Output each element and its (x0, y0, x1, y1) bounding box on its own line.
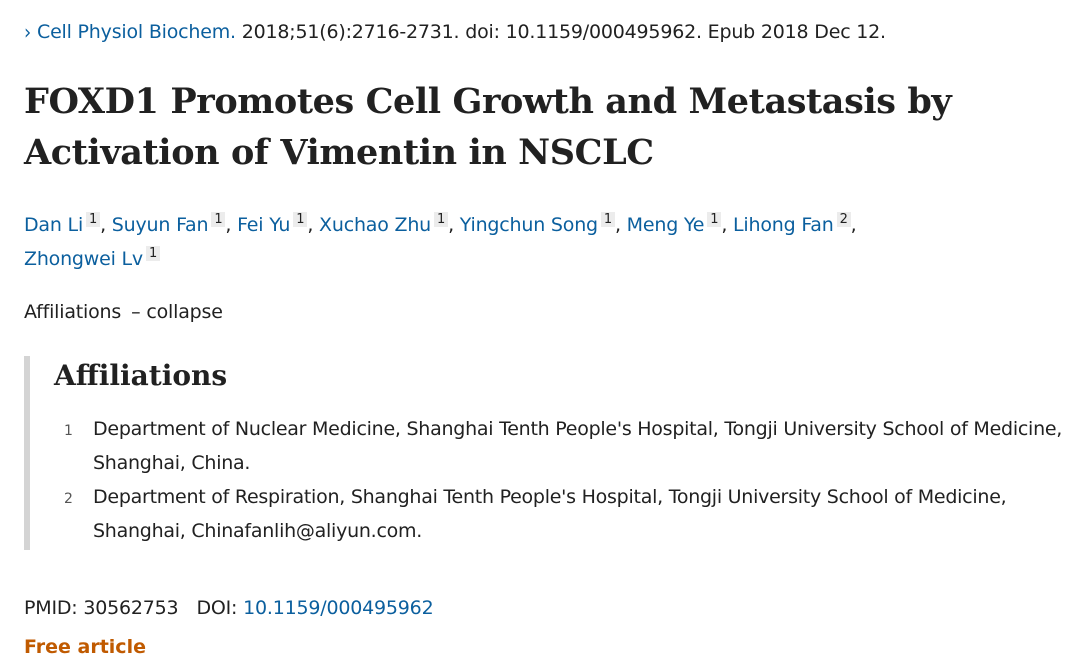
pmid-value: 30562753 (83, 597, 179, 619)
journal-link[interactable]: Cell Physiol Biochem. (37, 21, 236, 43)
affiliation-ref[interactable]: 1 (434, 212, 449, 227)
author-separator: , (721, 214, 728, 236)
citation-details: 2018;51(6):2716-2731. doi: 10.1159/00049… (235, 21, 886, 43)
chevron-right-icon[interactable]: › (24, 20, 31, 45)
author-link[interactable]: Zhongwei Lv (24, 248, 143, 270)
author-separator: , (225, 214, 232, 236)
affiliations-toggle-dash: – (131, 301, 141, 323)
affiliation-number: 2 (64, 491, 73, 507)
author-separator: , (448, 214, 454, 236)
author-link[interactable]: Lihong Fan (733, 214, 834, 236)
author-link[interactable]: Xuchao Zhu (319, 214, 432, 236)
author-link[interactable]: Meng Ye (626, 214, 705, 236)
affiliation-ref[interactable]: 2 (836, 212, 851, 227)
author-separator: , (614, 214, 621, 236)
affiliation-text: Department of Nuclear Medicine, Shanghai… (93, 418, 1063, 474)
affiliation-item: 1 Department of Nuclear Medicine, Shangh… (64, 412, 1074, 480)
affiliations-toggle-label: Affiliations (24, 301, 122, 323)
author-separator: , (307, 214, 314, 236)
affiliation-ref[interactable]: 1 (707, 212, 722, 227)
doi-label: DOI: (196, 597, 238, 619)
affiliations-panel: Affiliations 1 Department of Nuclear Med… (24, 356, 1075, 550)
affiliations-list: 1 Department of Nuclear Medicine, Shangh… (64, 412, 1074, 548)
affiliation-ref[interactable]: 1 (211, 212, 226, 227)
affiliation-item: 2 Department of Respiration, Shanghai Te… (64, 480, 1074, 548)
affiliation-number: 1 (64, 423, 73, 439)
author-separator: , (100, 214, 106, 236)
author-item: Xuchao Zhu 1, (319, 212, 454, 236)
author-link[interactable]: Yingchun Song (459, 214, 598, 236)
article-identifiers: PMID: 30562753 DOI: 10.1159/000495962 (24, 594, 434, 622)
author-item: Lihong Fan 2, (733, 212, 857, 236)
author-item: Dan Li 1, (24, 212, 106, 236)
citation-line: › Cell Physiol Biochem. 2018;51(6):2716-2… (24, 18, 886, 47)
authors-list: Dan Li 1, Suyun Fan 1, Fei Yu 1, Xuchao Zhu… (24, 208, 1064, 276)
author-item: Suyun Fan 1, (111, 212, 232, 236)
author-separator: , (850, 214, 857, 236)
author-link[interactable]: Fei Yu (237, 214, 291, 236)
affiliation-ref[interactable]: 1 (293, 212, 308, 227)
author-item: Zhongwei Lv 1 (24, 246, 161, 270)
author-item: Meng Ye 1, (626, 212, 728, 236)
free-article-badge: Free article (24, 636, 146, 658)
pmid-label: PMID: (24, 597, 78, 619)
doi-link[interactable]: 10.1159/000495962 (243, 597, 434, 619)
author-link[interactable]: Suyun Fan (111, 214, 209, 236)
author-item: Yingchun Song 1, (459, 212, 621, 236)
author-link[interactable]: Dan Li (24, 214, 84, 236)
author-item: Fei Yu 1, (237, 212, 314, 236)
article-title: FOXD1 Promotes Cell Growth and Metastasi… (24, 81, 952, 173)
affiliations-heading: Affiliations (54, 359, 228, 392)
collapse-link[interactable]: collapse (146, 301, 223, 323)
affiliations-toggle[interactable]: Affiliations – collapse (24, 298, 223, 326)
affiliation-ref[interactable]: 1 (145, 246, 161, 261)
affiliation-ref[interactable]: 1 (600, 212, 615, 227)
affiliation-text: Department of Respiration, Shanghai Tent… (93, 486, 1007, 542)
affiliation-ref[interactable]: 1 (86, 212, 101, 227)
